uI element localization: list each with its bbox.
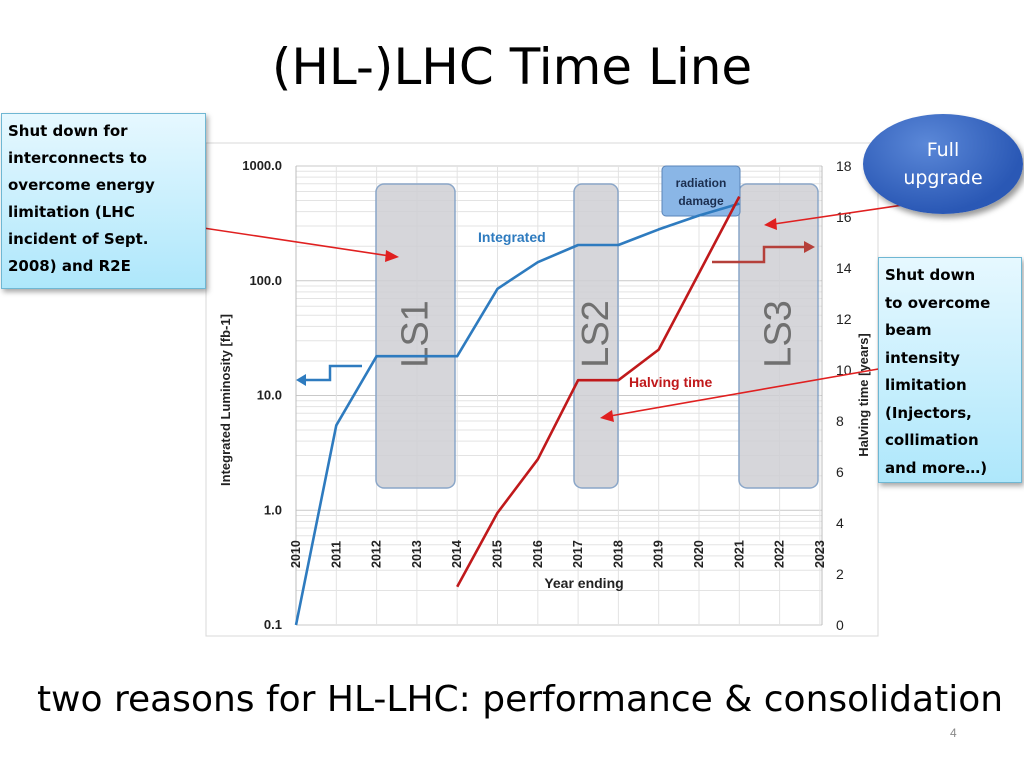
callout-right-line: limitation [885, 376, 967, 394]
callout-right-line: and more…) [885, 458, 988, 477]
series-line-halving-time [456, 195, 741, 588]
series-line-integrated [294, 202, 740, 626]
x-tick-label: 2015 [491, 540, 505, 568]
x-tick-label: 2014 [450, 540, 464, 568]
x-tick-label: 2010 [289, 540, 303, 568]
y-left-tick-label: 1000.0 [242, 158, 282, 173]
left-axis-indicator-arrowhead [296, 374, 306, 386]
y-right-tick-label: 16 [836, 209, 852, 225]
y-left-tick-label: 0.1 [264, 617, 282, 632]
full-upgrade-oval: Full upgrade [863, 114, 1023, 214]
y-right-tick-label: 4 [836, 515, 844, 531]
left-axis-indicator-arrow [302, 364, 362, 382]
x-tick-label: 2018 [611, 540, 625, 568]
shutdown-box-ls3 [738, 183, 819, 489]
y-right-tick-label: 12 [836, 311, 852, 327]
y-right-axis-title: Halving time [years] [856, 333, 871, 457]
callout-left-line: 2008) and R2E [8, 257, 131, 275]
x-axis-title: Year ending [544, 575, 623, 591]
x-tick-label: 2016 [531, 540, 545, 568]
y-left-axis-title: Integrated Luminosity [fb-1] [218, 314, 233, 486]
y-left-tick-label: 100.0 [249, 273, 282, 288]
callout-left-line: Shut down for [8, 122, 128, 140]
y-right-tick-label: 6 [836, 464, 844, 480]
series-label-integrated: Integrated [478, 229, 546, 245]
callout-beam-intensity: Shut down to overcome beam intensity lim… [878, 257, 1022, 483]
x-tick-label: 2020 [692, 540, 706, 568]
x-tick-label: 2012 [370, 540, 384, 568]
right-axis-indicator-arrow [712, 245, 808, 264]
series-label-halving-time: Halving time [629, 374, 712, 390]
right-axis-indicator-arrowhead [804, 241, 815, 253]
callout-left-line: interconnects to [8, 149, 147, 167]
callout-arrowhead-ls2 [600, 410, 614, 422]
callout-arrowhead-ls3 [764, 218, 777, 230]
shutdown-label-ls1: LS1 [395, 300, 437, 368]
x-tick-label: 2017 [571, 540, 585, 568]
callout-left-line: limitation (LHC [8, 203, 135, 221]
y-right-tick-label: 14 [836, 260, 852, 276]
callout-right-line: Shut down [885, 266, 976, 284]
y-right-tick-label: 2 [836, 566, 844, 582]
x-tick-label: 2011 [329, 541, 343, 568]
y-right-tick-label: 18 [836, 158, 852, 174]
x-tick-label: 2019 [652, 540, 666, 568]
x-tick-label: 2023 [813, 540, 827, 568]
slide-number: 4 [950, 726, 957, 740]
upgrade-line: upgrade [903, 167, 983, 189]
x-tick-label: 2022 [773, 540, 787, 568]
callout-right-line: beam [885, 321, 932, 339]
callout-arrow-ls1 [189, 225, 391, 257]
callout-left-line: incident of Sept. [8, 230, 149, 248]
shutdown-box-ls1 [375, 183, 456, 489]
callout-arrowhead-ls1 [385, 250, 399, 262]
upgrade-line: Full [926, 139, 960, 161]
radiation-damage-label: damage [678, 194, 724, 208]
y-left-tick-label: 10.0 [257, 388, 282, 403]
shutdown-label-ls3: LS3 [758, 300, 800, 368]
callout-right-line: intensity [885, 348, 960, 367]
x-tick-label: 2021 [732, 540, 746, 568]
shutdown-box-ls2 [573, 183, 619, 489]
shutdown-label-ls2: LS2 [575, 300, 617, 368]
y-right-tick-label: 8 [836, 413, 844, 429]
callout-left-line: overcome energy [8, 176, 155, 194]
bottom-caption: two reasons for HL-LHC: performance & co… [36, 679, 1004, 720]
y-right-tick-label: 0 [836, 617, 844, 633]
radiation-damage-label: radiation [676, 176, 727, 190]
callout-right-line: collimation [885, 431, 979, 449]
radiation-damage-box [661, 165, 741, 217]
callout-interconnects: Shut down for interconnects to overcome … [1, 113, 206, 289]
x-tick-label: 2013 [410, 540, 424, 568]
y-left-tick-label: 1.0 [264, 502, 282, 517]
callout-arrow-ls2 [609, 367, 885, 417]
callout-right-line: (Injectors, [885, 403, 972, 422]
slide-title: (HL-)LHC Time Line [271, 38, 753, 96]
callout-right-line: to overcome [885, 293, 991, 312]
